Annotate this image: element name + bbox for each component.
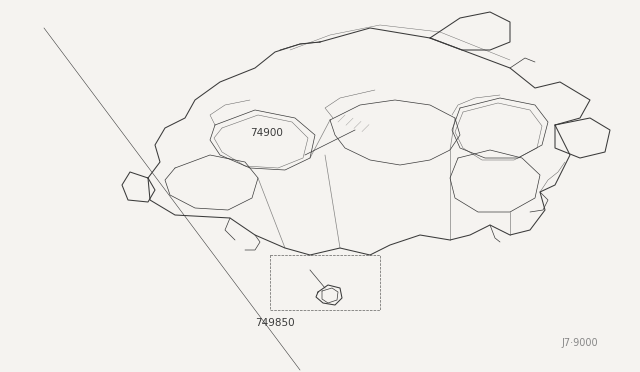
Text: 74900: 74900: [250, 128, 283, 138]
Text: 749850: 749850: [255, 318, 294, 328]
Text: J7·9000: J7·9000: [561, 338, 598, 348]
